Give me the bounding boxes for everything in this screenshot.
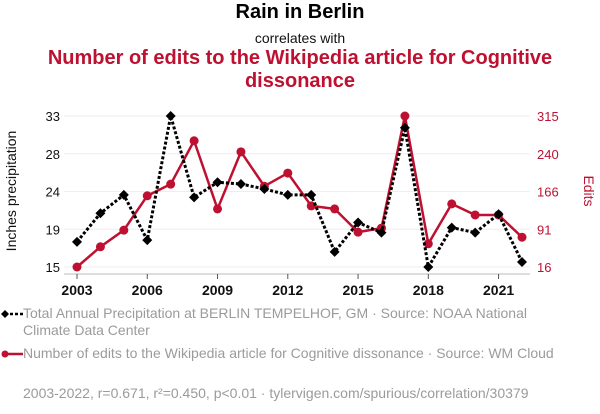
data-point-edits [72, 262, 82, 272]
legend-item-precipitation: Total Annual Precipitation at BERLIN TEM… [1, 305, 563, 339]
legend-item-edits: Number of edits to the Wikipedia article… [1, 345, 563, 362]
data-point-precipitation [259, 183, 270, 194]
data-point-precipitation [493, 209, 504, 220]
y-tick-label: 33 [46, 109, 60, 124]
x-tick-label: 2018 [413, 282, 444, 298]
data-point-edits [283, 168, 293, 178]
data-point-precipitation [189, 192, 200, 203]
x-tick-label: 2015 [342, 282, 373, 298]
data-point-edits [236, 147, 246, 157]
gridlines [64, 115, 530, 268]
y2-tick-label: 315 [537, 109, 559, 124]
legend-circle-line-icon [1, 350, 23, 358]
legend-label-precipitation: Total Annual Precipitation at BERLIN TEM… [23, 305, 527, 338]
chart-plot: 15 19 24 28 33 16 91 166 240 315 2003 2006 2009 2012 2… [3, 109, 597, 298]
y-tick-label: 19 [46, 222, 60, 237]
data-point-edits [189, 136, 199, 146]
data-point-edits [447, 199, 457, 209]
data-point-precipitation [72, 236, 82, 247]
data-point-precipitation [329, 246, 340, 257]
data-point-edits [119, 225, 129, 235]
data-point-edits [353, 227, 363, 237]
data-point-edits [330, 204, 340, 214]
data-point-edits [517, 232, 527, 242]
data-point-precipitation [517, 256, 527, 267]
data-point-precipitation [95, 208, 106, 219]
data-point-precipitation [306, 189, 317, 200]
data-point-edits [423, 239, 433, 249]
data-point-edits [166, 179, 176, 189]
x-tick-label: 2021 [483, 282, 514, 298]
series-edits [72, 111, 527, 272]
axis-labels: 15 19 24 28 33 16 91 166 240 315 2003 2006 2009 2012 2… [3, 109, 597, 298]
data-point-edits [470, 210, 480, 220]
footnote: 2003-2022, r=0.671, r²=0.450, p<0.01 · t… [23, 385, 529, 401]
data-point-precipitation [282, 189, 293, 200]
data-point-precipitation [212, 177, 223, 188]
series-precipitation [72, 111, 527, 272]
chart-title-secondary: Number of edits to the Wikipedia article… [47, 47, 553, 92]
data-point-precipitation [399, 122, 410, 133]
y2-tick-label: 16 [537, 260, 551, 275]
y-tick-label: 28 [46, 147, 60, 162]
data-point-precipitation [118, 189, 129, 200]
y2-tick-label: 240 [537, 147, 559, 162]
data-point-precipitation [470, 227, 481, 238]
y2-tick-label: 91 [537, 222, 551, 237]
x-tick-label: 2006 [132, 282, 163, 298]
y2-tick-label: 166 [537, 185, 559, 200]
data-point-precipitation [235, 178, 246, 189]
data-point-precipitation [165, 111, 176, 121]
legend-diamond-dotted-icon [1, 310, 23, 318]
data-point-precipitation [142, 235, 153, 246]
data-point-precipitation [376, 227, 387, 238]
legend-label-edits: Number of edits to the Wikipedia article… [23, 345, 554, 361]
y-tick-label: 24 [46, 185, 60, 200]
data-point-edits [400, 111, 410, 121]
y-axis-title: Inches precipitation [3, 131, 19, 252]
axes [64, 273, 530, 279]
x-tick-label: 2003 [61, 282, 92, 298]
y-tick-label: 15 [46, 260, 60, 275]
x-tick-label: 2009 [202, 282, 233, 298]
data-point-edits [95, 242, 105, 252]
data-point-precipitation [353, 217, 364, 228]
chart-title: Rain in Berlin [235, 1, 365, 23]
data-point-edits [142, 191, 152, 201]
x-tick-label: 2012 [272, 282, 303, 298]
data-point-precipitation [423, 262, 434, 272]
chart-subtitle: correlates with [254, 30, 346, 46]
y2-axis-title: Edits [581, 175, 597, 206]
data-point-edits [213, 204, 223, 214]
data-point-precipitation [446, 222, 457, 233]
